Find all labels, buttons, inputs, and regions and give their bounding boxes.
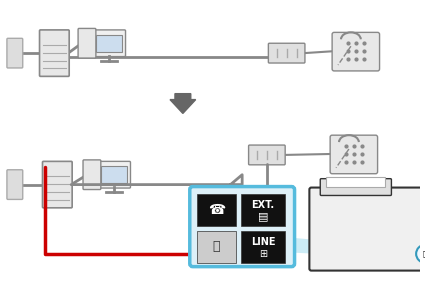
Circle shape xyxy=(416,245,425,263)
FancyBboxPatch shape xyxy=(241,194,285,226)
FancyBboxPatch shape xyxy=(241,231,285,263)
Polygon shape xyxy=(292,238,416,259)
Text: ⊞: ⊞ xyxy=(259,249,267,259)
Text: ▤: ▤ xyxy=(258,212,268,222)
FancyBboxPatch shape xyxy=(309,188,422,271)
Text: ⬛: ⬛ xyxy=(423,250,425,257)
FancyBboxPatch shape xyxy=(7,170,23,200)
FancyBboxPatch shape xyxy=(326,177,385,187)
FancyBboxPatch shape xyxy=(96,35,122,52)
FancyBboxPatch shape xyxy=(7,38,23,68)
FancyBboxPatch shape xyxy=(78,28,96,58)
Text: ⚿: ⚿ xyxy=(213,240,220,254)
FancyBboxPatch shape xyxy=(42,161,72,208)
FancyBboxPatch shape xyxy=(197,194,236,226)
FancyBboxPatch shape xyxy=(320,179,391,196)
FancyBboxPatch shape xyxy=(268,43,305,63)
FancyBboxPatch shape xyxy=(330,135,377,174)
FancyBboxPatch shape xyxy=(101,166,127,183)
FancyBboxPatch shape xyxy=(190,187,295,267)
FancyBboxPatch shape xyxy=(92,30,125,57)
FancyBboxPatch shape xyxy=(40,30,69,76)
FancyBboxPatch shape xyxy=(332,32,380,71)
Text: LINE: LINE xyxy=(251,237,275,247)
FancyBboxPatch shape xyxy=(197,231,236,263)
FancyBboxPatch shape xyxy=(83,160,101,190)
FancyBboxPatch shape xyxy=(97,161,130,188)
Text: EXT.: EXT. xyxy=(251,200,275,210)
FancyBboxPatch shape xyxy=(249,145,285,165)
Text: ☎: ☎ xyxy=(208,203,225,217)
FancyArrow shape xyxy=(170,94,196,113)
